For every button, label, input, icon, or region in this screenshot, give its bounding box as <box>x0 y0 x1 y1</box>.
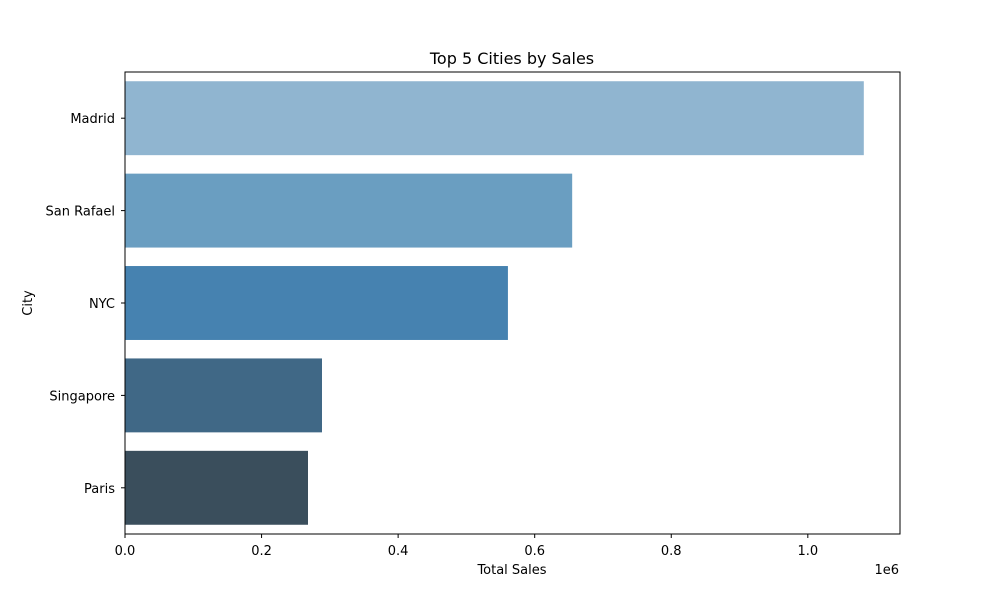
bar-paris <box>125 450 308 525</box>
y-tick-label: Singapore <box>49 389 115 404</box>
x-axis-offset-label: 1e6 <box>874 563 899 578</box>
bar-singapore <box>125 358 322 433</box>
y-tick-label: NYC <box>89 297 115 312</box>
x-tick-label: 0.6 <box>524 544 545 559</box>
y-tick-label: San Rafael <box>46 205 115 220</box>
y-tick-label: Paris <box>84 482 115 497</box>
x-tick-label: 0.8 <box>661 544 682 559</box>
x-tick-label: 1.0 <box>797 544 818 559</box>
bars-layer <box>125 81 864 525</box>
x-tick-label: 0.4 <box>388 544 409 559</box>
x-tick-label: 0.0 <box>115 544 136 559</box>
x-tick-label: 0.2 <box>251 544 272 559</box>
y-axis-label: City <box>21 290 36 316</box>
x-axis-label: Total Sales <box>476 563 546 578</box>
bar-san-rafael <box>125 173 573 248</box>
bar-nyc <box>125 266 508 340</box>
chart-title: Top 5 Cities by Sales <box>429 49 594 68</box>
x-axis-ticks: 0.0 0.2 0.4 0.6 0.8 1.0 <box>115 534 818 559</box>
bar-madrid <box>125 81 864 156</box>
y-tick-label: Madrid <box>70 112 115 127</box>
y-axis-ticks: Madrid San Rafael NYC Singapore Paris <box>46 112 125 497</box>
